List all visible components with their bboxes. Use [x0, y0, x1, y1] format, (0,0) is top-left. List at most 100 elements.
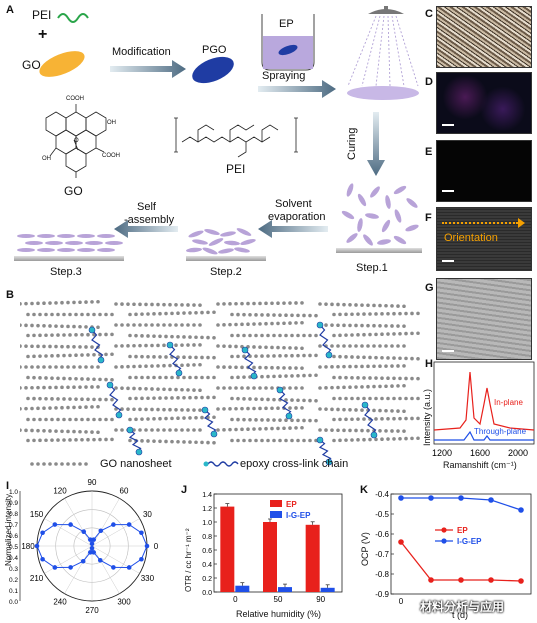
go-nanosheet: [128, 354, 216, 360]
legend-epoxy-icon: [203, 461, 239, 467]
polar-radial-tick: 0.2: [9, 577, 18, 584]
polar-point: [80, 558, 86, 564]
panel-a-graphics: [14, 6, 422, 261]
polar-radial-tick: 0.3: [9, 566, 18, 573]
pei-label: PEI: [32, 8, 52, 22]
bar-ytick: 0.6: [202, 548, 212, 555]
go-nanosheet: [230, 353, 318, 359]
bar-ep: [263, 522, 277, 592]
go-nanosheet: [26, 352, 114, 359]
otr-bar-chart: 0.0 0.2 0.4 0.6 0.8 1.0 1.2 1.4 0 50 90 EP I-G-EP: [202, 492, 343, 604]
ocp-line-chart: -0.4 -0.5 -0.6 -0.7 -0.8 -0.9 0 EP I-G-EP: [375, 490, 532, 606]
step2-sheets: [186, 228, 256, 255]
panel-c-label: C: [425, 8, 433, 20]
go-nanosheet: [114, 323, 202, 327]
go-nanosheet: [216, 320, 304, 327]
go-nanosheet: [332, 436, 420, 443]
pei-strand-icon: [57, 13, 89, 23]
line-point: [458, 495, 464, 501]
oh-label-2: OH: [42, 156, 51, 162]
pgo-label: PGO: [202, 44, 227, 56]
fluorescence-image-d: [436, 72, 532, 134]
panel-h-label: H: [425, 358, 433, 370]
polar-angle-label: 300: [117, 597, 131, 606]
go-nanosheet: [318, 302, 406, 309]
go-nanosheet: [230, 373, 318, 380]
line-plot-frame: [390, 493, 532, 595]
go-nanosheet: [318, 323, 406, 328]
cooh-label-2: COOH: [102, 153, 120, 159]
panel-j-label: J: [181, 484, 188, 496]
polar-point: [111, 522, 116, 527]
polar-point: [111, 565, 116, 570]
polar-angle-label: 270: [85, 606, 99, 615]
go-nanosheet: [128, 415, 216, 422]
panel-i-label: I: [6, 480, 10, 492]
go-nanosheet: [216, 365, 304, 370]
go-nanosheet: [20, 299, 100, 306]
step2-label: Step.2: [210, 266, 242, 278]
polar-point: [139, 530, 144, 536]
epoxy-chain: [201, 406, 218, 438]
polar-spoke: [91, 545, 140, 574]
polar-angle-label: 150: [30, 510, 44, 519]
go-nanosheet: [318, 364, 406, 369]
spraying-label: Spraying: [262, 70, 306, 82]
go-nanosheet: [332, 396, 420, 401]
line-ytick: -0.6: [375, 530, 389, 539]
polar-point: [52, 522, 58, 527]
go-nanosheet: [20, 428, 100, 435]
scale-bar-d: [442, 124, 454, 126]
otr-xlabel: Relative humidity (%): [236, 609, 322, 619]
bar-ytick: 0.2: [202, 576, 212, 583]
panel-k-label: K: [360, 484, 368, 496]
cooh-label-1: COOH: [66, 96, 84, 102]
go-nanosheet: [26, 332, 114, 338]
polar-chart: 0 30 60 90 120 150 180 210 240 270 300 330 1.0 0.9 0.8…: [9, 478, 159, 615]
step3-label: Step.3: [50, 266, 82, 278]
polar-angle-label: 60: [120, 487, 129, 496]
legend-epoxy-chain: epoxy cross-link chain: [240, 458, 349, 470]
polar-point: [87, 550, 93, 555]
line-point: [428, 577, 434, 583]
epoxy-chain: [126, 426, 143, 456]
go-struct-label: GO: [64, 184, 83, 198]
raman-tick-1600: 1600: [470, 448, 490, 458]
go-nanosheet: [20, 365, 100, 369]
polar-radial-tick: 1.0: [9, 489, 18, 496]
go-nanosheet: [216, 386, 304, 390]
line-ytick: -0.8: [375, 570, 389, 579]
polar-angle-label: 240: [53, 597, 67, 606]
dark-image-e: [436, 140, 532, 202]
polar-radial-tick: 0.8: [9, 511, 18, 518]
polar-point: [98, 528, 104, 534]
polar-point: [81, 529, 87, 535]
go-nanosheet: [128, 375, 216, 380]
bar-xtick: 50: [274, 595, 283, 604]
raman-inplane-label: In-plane: [494, 398, 523, 407]
line-ytick: -0.4: [375, 490, 389, 499]
bar-ep: [305, 524, 320, 592]
go-nanosheet: [230, 333, 318, 338]
go-nanosheet: [332, 354, 420, 361]
go-nanosheet: [332, 375, 420, 381]
go-nanosheet: [332, 311, 420, 317]
polar-point: [126, 565, 132, 570]
go-nanosheet: [216, 406, 304, 411]
bar-xtick: 0: [233, 595, 238, 604]
spray-nozzle-icon: [347, 6, 419, 100]
raman-xlabel: Ramanshift (cm⁻¹): [443, 460, 517, 470]
go-nanosheet: [114, 302, 202, 307]
orientation-label: Orientation: [444, 232, 498, 244]
epoxy-chain: [361, 401, 378, 439]
plus-sign: +: [38, 26, 48, 43]
legend-go-icon: [30, 462, 88, 466]
line-point: [488, 497, 494, 503]
polar-angle-label: 210: [30, 574, 44, 583]
go-nanosheet: [26, 437, 114, 443]
bar-i-g-ep: [320, 587, 335, 592]
line-ytick: -0.7: [375, 550, 389, 559]
polar-angle-label: 30: [143, 510, 152, 519]
epoxy-chain: [166, 341, 183, 377]
oh-label-1: OH: [107, 120, 116, 126]
